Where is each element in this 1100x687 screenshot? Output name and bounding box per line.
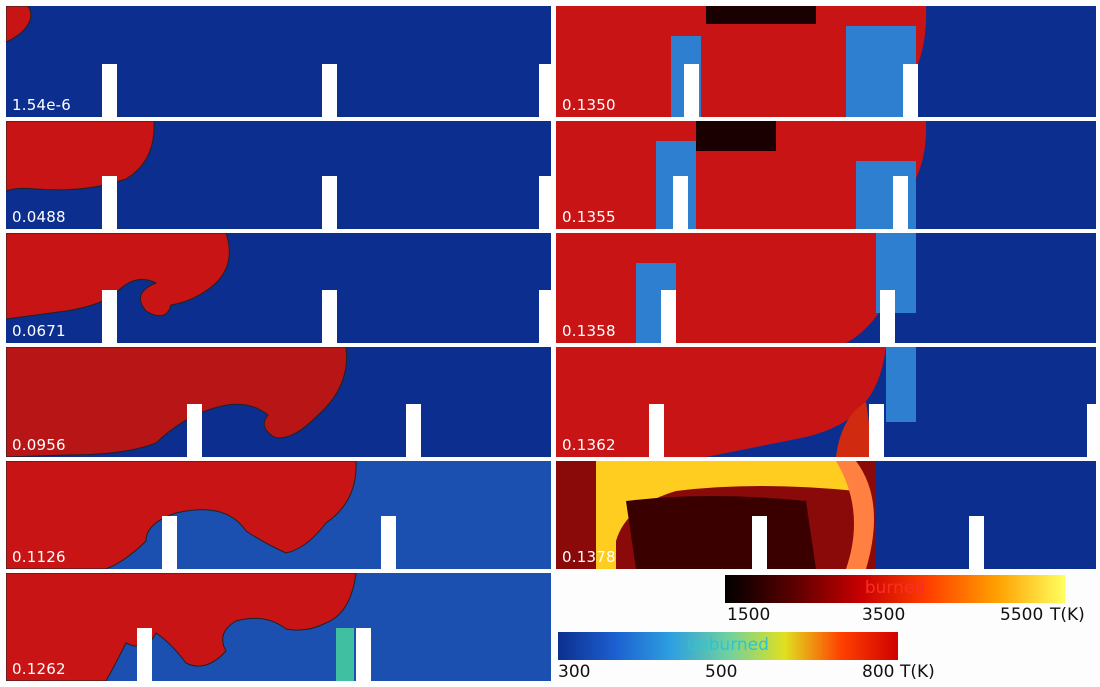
panel-6: 5 6 0.1262 [6, 573, 551, 681]
unburned-gradient [558, 632, 898, 660]
burned-tick: 1500 [727, 605, 771, 625]
obstacle-7 [893, 176, 908, 229]
obstacle-6 [661, 290, 676, 343]
panel-7: 6 7 0.1350 [556, 6, 1096, 117]
obstacle-7 [869, 404, 884, 457]
time-label: 0.1378 [562, 548, 616, 566]
time-label: 0.0956 [12, 436, 66, 454]
flame-field [6, 233, 230, 320]
obstacle-1 [102, 290, 117, 343]
flame-field [6, 461, 551, 569]
panel-11: 7 8 0.1378 [556, 461, 1096, 569]
obstacle-8 [969, 516, 984, 569]
unburned-tick: 300 [558, 662, 591, 682]
obstacle-edge [1087, 404, 1096, 457]
time-label: 0.1126 [12, 548, 66, 566]
time-label: 0.1350 [562, 96, 616, 114]
obstacle-3 [187, 404, 202, 457]
panel-2: 1 2 0.0488 [6, 121, 551, 229]
obstacle-edge [539, 290, 551, 343]
obstacle-label: 7 [754, 545, 764, 563]
obstacle-label: 3 [189, 433, 199, 451]
panel-1: 1 2 1.54e-6 [6, 6, 551, 117]
unburned-unit: T(K) [900, 662, 935, 682]
obstacle-6 [649, 404, 664, 457]
burned-title: burned [864, 578, 926, 598]
obstacle-label: 6 [663, 319, 673, 337]
flame-field [556, 347, 916, 457]
obstacle-label: 7 [871, 433, 881, 451]
obstacle-label: 6 [675, 205, 685, 223]
obstacle-label: 6 [686, 93, 696, 111]
time-label: 1.54e-6 [12, 96, 71, 114]
time-label: 0.1262 [12, 660, 66, 678]
obstacle-label: 1 [104, 93, 114, 111]
time-label: 0.1358 [562, 322, 616, 340]
burned-unit: T(K) [1050, 605, 1085, 625]
time-label: 0.0488 [12, 208, 66, 226]
obstacle-1 [102, 64, 117, 117]
unburned-tick: 800 [862, 662, 895, 682]
burned-colorbar: burned [725, 575, 1065, 603]
obstacle-4 [162, 516, 177, 569]
flame-field [556, 121, 927, 229]
obstacle-7 [903, 64, 918, 117]
obstacle-label: 2 [324, 319, 334, 337]
panel-4: 3 4 0.0956 [6, 347, 551, 457]
flame-field [556, 6, 927, 117]
flame-field [556, 461, 876, 569]
flame-field [556, 233, 916, 343]
obstacle-7 [752, 516, 767, 569]
obstacle-label: 5 [139, 657, 149, 675]
obstacle-5 [137, 628, 152, 681]
burned-tick: 5500 [1000, 605, 1044, 625]
panel-9: 6 7 0.1358 [556, 233, 1096, 343]
obstacle-label: 6 [358, 657, 368, 675]
obstacle-2 [322, 64, 337, 117]
obstacle-label: 6 [651, 433, 661, 451]
obstacle-2 [322, 176, 337, 229]
panel-8: 6 7 0.1355 [556, 121, 1096, 229]
time-label: 0.0671 [12, 322, 66, 340]
panel-5: 4 5 0.1126 [6, 461, 551, 569]
obstacle-label: 7 [882, 319, 892, 337]
burned-tick: 3500 [862, 605, 906, 625]
flame-field [6, 121, 155, 192]
obstacle-label: 1 [104, 319, 114, 337]
obstacle-6 [684, 64, 699, 117]
obstacle-label: 7 [895, 205, 905, 223]
obstacle-6 [673, 176, 688, 229]
obstacle-label: 2 [324, 93, 334, 111]
obstacle-2 [322, 290, 337, 343]
obstacle-label: 2 [324, 205, 334, 223]
time-label: 0.1355 [562, 208, 616, 226]
unburned-tick: 500 [705, 662, 738, 682]
flame-field [6, 347, 348, 457]
obstacle-label: 4 [164, 545, 174, 563]
time-label: 0.1362 [562, 436, 616, 454]
obstacle-4 [406, 404, 421, 457]
burned-gradient [725, 575, 1065, 603]
obstacle-6 [356, 628, 371, 681]
panel-3: 1 2 0.0671 [6, 233, 551, 343]
flame-field [6, 6, 32, 43]
unburned-colorbar: unburned [558, 632, 898, 660]
obstacle-label: 4 [408, 433, 418, 451]
unburned-title: unburned [687, 635, 769, 655]
flame-field [6, 573, 551, 681]
obstacle-5 [381, 516, 396, 569]
obstacle-1 [102, 176, 117, 229]
obstacle-label: 8 [971, 545, 981, 563]
obstacle-edge [539, 64, 551, 117]
panel-10: 6 7 0.1362 [556, 347, 1096, 457]
obstacle-edge [539, 176, 551, 229]
obstacle-label: 5 [383, 545, 393, 563]
obstacle-7 [880, 290, 895, 343]
obstacle-label: 1 [104, 205, 114, 223]
obstacle-label: 7 [905, 93, 915, 111]
